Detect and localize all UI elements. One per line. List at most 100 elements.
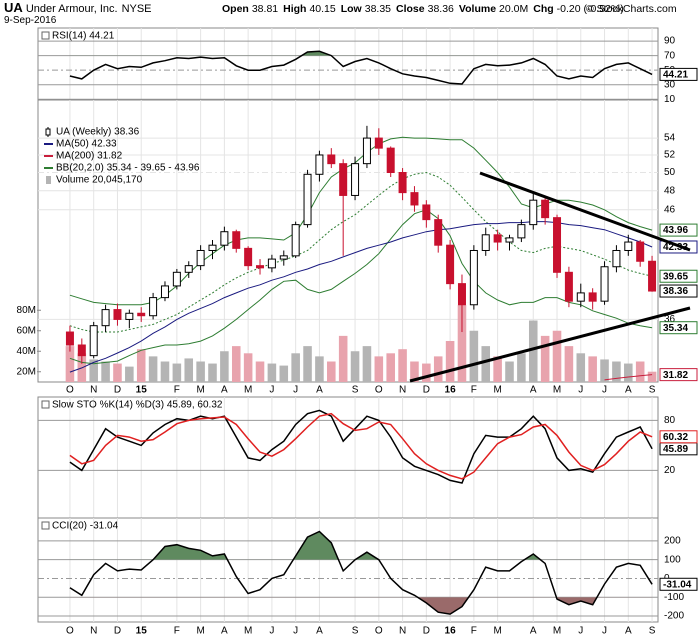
candle-body [291, 224, 300, 257]
x-tick-label: A [316, 626, 323, 637]
y-tick-label: 70 [664, 50, 676, 61]
x-tick-label: D [114, 626, 121, 637]
bb-middle [69, 171, 653, 333]
x-tick-label: 15 [136, 385, 148, 396]
symbol: UA [4, 0, 23, 15]
quote-value: 40.15 [309, 3, 336, 15]
legend-label: UA (Weekly) 38.36 [56, 127, 140, 138]
candle-body [208, 244, 217, 251]
value-box [659, 269, 698, 283]
candle-body [636, 241, 645, 262]
volume-bar [338, 335, 348, 382]
title-icon [41, 521, 50, 530]
x-tick-label: N [90, 385, 97, 396]
x-tick-label: A [221, 626, 228, 637]
candle-body [481, 234, 490, 251]
legend-icon [46, 176, 51, 184]
x-tick-label: M [196, 385, 204, 396]
candle-body [149, 297, 158, 317]
volume-bar [422, 363, 431, 382]
y-tick-label: 200 [664, 536, 681, 547]
volume-bar [255, 361, 265, 382]
x-tick-label: 15 [136, 626, 148, 637]
volume-bar [220, 351, 229, 382]
x-tick-label: J [269, 626, 274, 637]
y-tick-label: 20 [664, 465, 676, 476]
candle-body [351, 163, 360, 196]
candle-body [446, 244, 455, 285]
volume-bar [517, 353, 526, 382]
indicator-line [69, 530, 653, 615]
candle-body [410, 192, 419, 206]
panel-title: CCI(20) -31.04 [52, 521, 119, 532]
x-tick-label: M [196, 626, 204, 637]
volume-bar [398, 349, 407, 382]
y-tick-label: 80 [664, 415, 676, 426]
title-icon [41, 31, 50, 40]
candle-body [113, 309, 122, 320]
exchange: NYSE [121, 3, 152, 15]
x-tick-label: A [316, 385, 323, 396]
trendlines [409, 171, 691, 383]
company-name: Under Armour, Inc. [25, 3, 118, 15]
x-tick-label: 16 [445, 385, 457, 396]
volume-bar [279, 365, 289, 382]
panel [37, 517, 659, 623]
candle-body [267, 258, 276, 269]
volume-bar [600, 359, 609, 382]
value-label: 31.82 [663, 370, 688, 381]
quote-label: High [283, 3, 307, 15]
bb-lower [69, 209, 653, 365]
volume-bar [386, 353, 395, 382]
legend-label: BB(20,2.0) 35.34 - 39.65 - 43.96 [56, 163, 200, 174]
candle-body [469, 249, 478, 306]
y-tick-label: 46 [664, 204, 676, 215]
x-tick-label: A [530, 385, 537, 396]
panel [37, 396, 659, 519]
candle-body [172, 271, 181, 287]
volume-bar [89, 359, 98, 382]
x-tick-label: J [578, 626, 583, 637]
quote-value: 38.36 [427, 3, 454, 15]
x-tick-label: D [114, 385, 121, 396]
volume-bar [113, 363, 122, 382]
quote-label: Volume [458, 3, 497, 15]
quote-label: Chg [533, 3, 554, 15]
support-trendline [409, 306, 691, 383]
panel-title: Slow STO %K(14) %D(3) 45.89, 60.32 [52, 400, 223, 411]
candle-body [339, 163, 348, 196]
x-tick-label: S [649, 385, 656, 396]
volume-bar [196, 361, 205, 382]
quote-value: 38.35 [364, 3, 392, 15]
candle-body [244, 247, 253, 267]
candle-body [232, 231, 241, 249]
volume-bar [493, 356, 502, 382]
panel-title: RSI(14) 44.21 [52, 31, 115, 42]
quote-label: Close [396, 3, 425, 15]
x-tick-label: M [553, 385, 561, 396]
quote-value: 20.0M [499, 3, 529, 15]
candle-body [374, 137, 383, 149]
candle-body [588, 292, 597, 302]
candle-body [564, 271, 573, 302]
candle-body [125, 312, 134, 320]
volume-bar [457, 305, 467, 382]
candle-body [600, 266, 609, 302]
x-tick-label: O [66, 385, 74, 396]
value-box [659, 577, 698, 591]
candle-body [362, 137, 371, 165]
title-icon [41, 400, 50, 409]
candle-body [279, 255, 288, 260]
x-tick-label: A [625, 626, 632, 637]
volume-bar [528, 320, 538, 382]
x-tick-label: A [221, 385, 228, 396]
candle-body [65, 331, 74, 346]
volume-tick-label: 40M [17, 346, 36, 357]
volume-bar [101, 361, 110, 382]
y-tick-label: 52 [664, 150, 676, 161]
volume-bar [612, 361, 621, 382]
date: 9-Sep-2016 [4, 15, 57, 26]
volume-bar [243, 353, 253, 382]
